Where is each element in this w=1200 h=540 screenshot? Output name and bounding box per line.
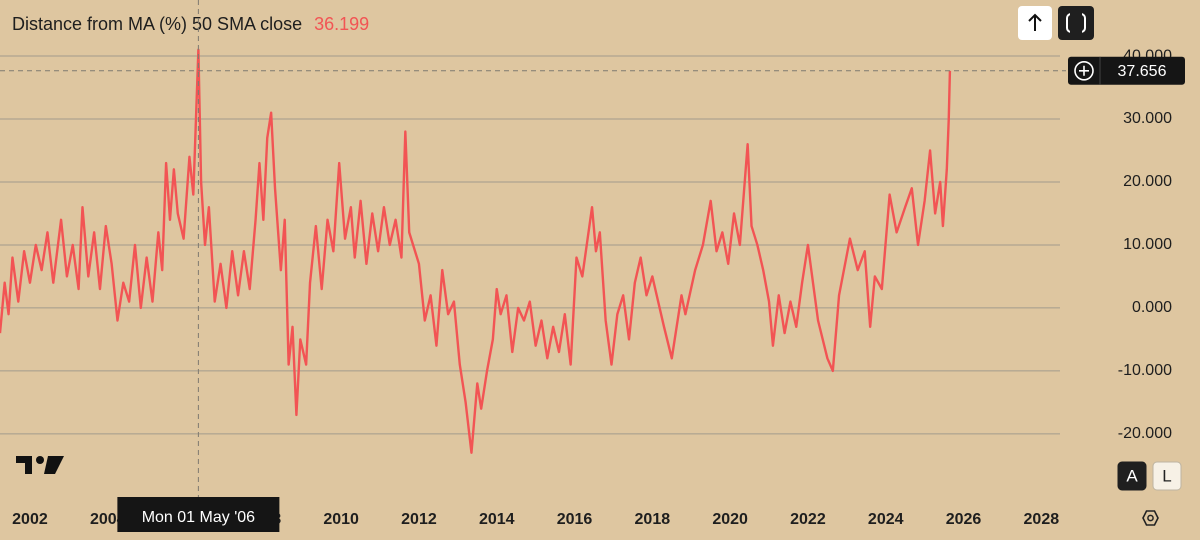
hexagon-dot [1147,514,1154,522]
settings-icon[interactable] [1142,510,1159,526]
scale-button-label[interactable]: L [1162,466,1171,485]
scale-button-label[interactable]: A [1126,466,1138,485]
x-tick-label: 2002 [12,511,48,528]
overlay: 37.656 Mon 01 May '06 A L [0,0,1185,532]
crosshair-label: Mon 01 May '06 [142,509,255,526]
x-tick-label: 2024 [868,511,904,528]
x-tick-label: 2004 [90,511,126,528]
scale-button[interactable] [1117,461,1147,491]
tradingview-logo [16,456,64,474]
x-tick-label: 2018 [635,511,671,528]
logo-part [44,456,64,474]
x-tick-label: 2026 [946,511,982,528]
x-tick-label: 2010 [323,511,359,528]
scale-button[interactable] [1152,461,1182,491]
x-tick-label: 2012 [401,511,437,528]
title-value: 36.199 [314,14,369,34]
scroll-up-button[interactable] [1018,6,1052,40]
chart-title: Distance from MA (%) 50 SMA close [12,14,302,34]
plot [0,48,952,454]
add-icon-cross [1079,65,1089,76]
icon-mask [1070,10,1082,36]
x-tick-label: 2022 [790,511,826,528]
x-tick-label: 2014 [479,511,515,528]
y-tick-label: 10.000 [1123,236,1172,253]
logo-part [36,456,44,464]
price-tag-label: 37.656 [1118,63,1167,80]
x-tick-label: 2020 [712,511,748,528]
price-tag [1068,56,1185,85]
y-tick-label: 30.000 [1123,110,1172,127]
arrow-icon [1028,13,1042,31]
y-tick-label: 20.000 [1123,173,1172,190]
y-tick-label: 0.000 [1132,299,1172,316]
add-icon [1074,61,1094,81]
data-line [0,48,952,454]
fullscreen-button[interactable] [1058,6,1094,40]
y-tick-label: -10.000 [1118,362,1172,379]
hexagon[interactable] [1142,510,1159,526]
x-tick-label: 2028 [1024,511,1060,528]
y-tick-label: -20.000 [1118,425,1172,442]
x-tick-label: 2016 [557,511,593,528]
crosshair-label-bg [117,497,280,532]
logo-part [16,456,32,474]
